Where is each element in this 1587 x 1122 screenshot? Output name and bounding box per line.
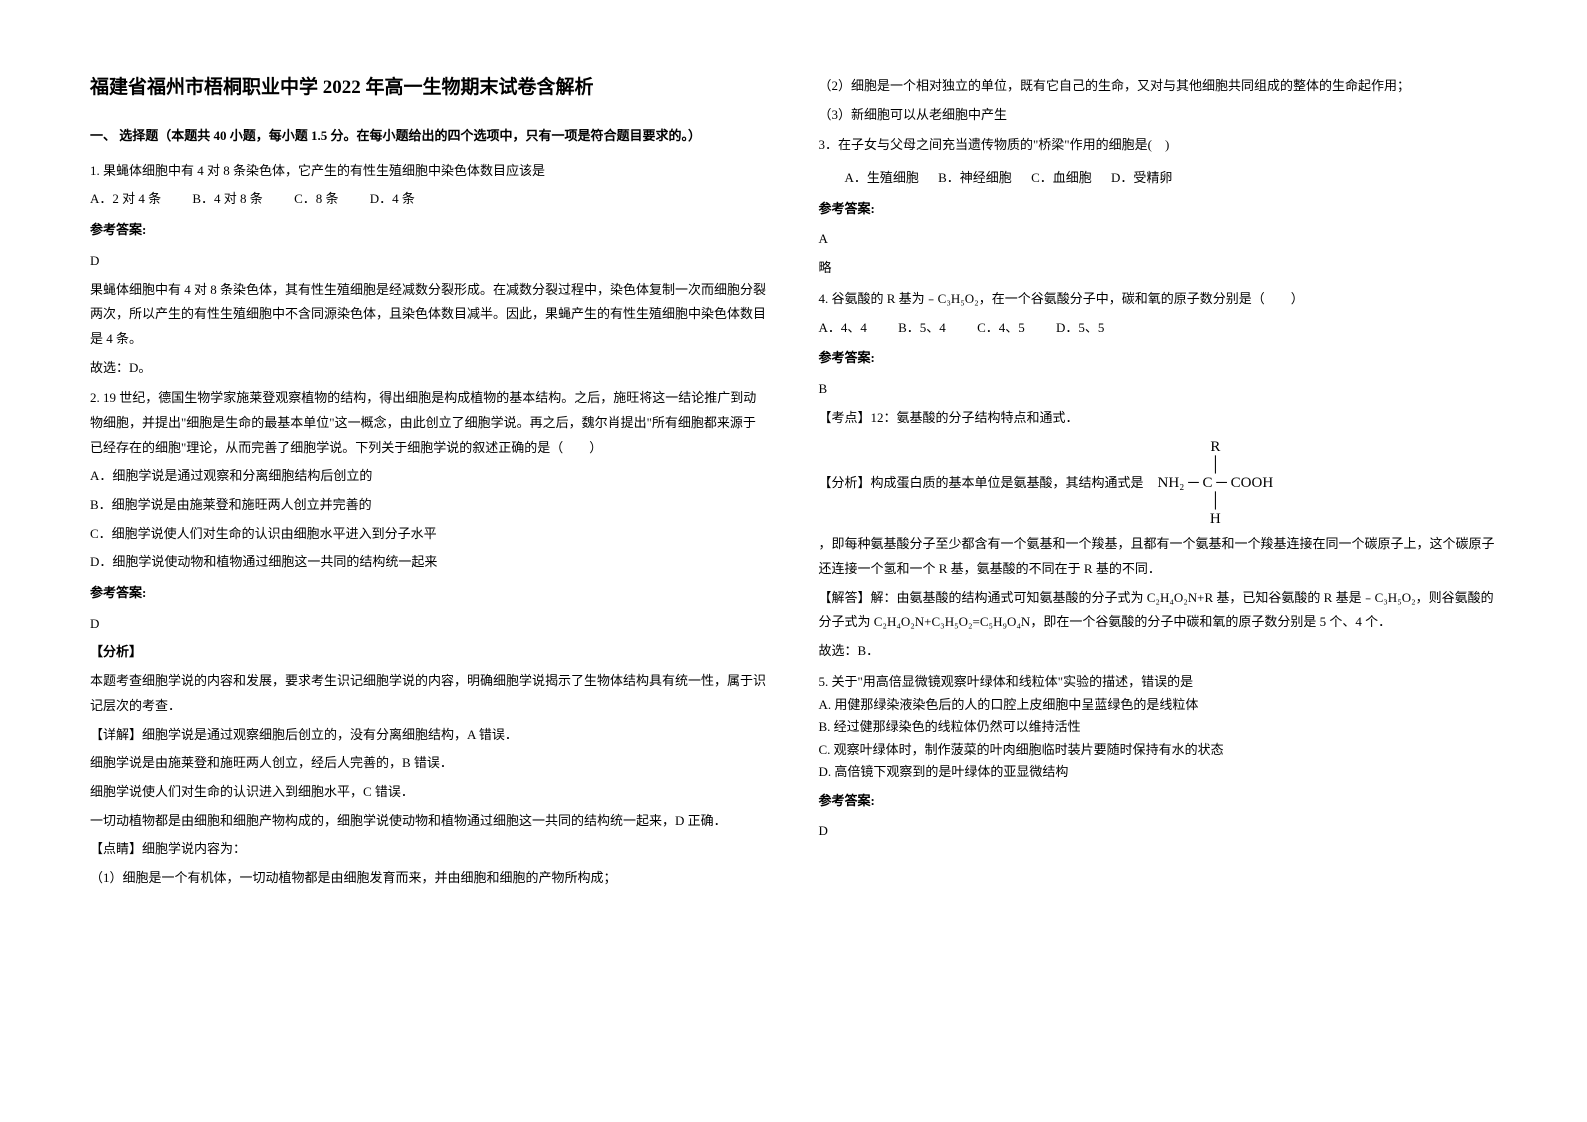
q1-explain1: 果蝇体细胞中有 4 对 8 条染色体，其有性生殖细胞是经减数分裂形成。在减数分裂…: [90, 278, 769, 352]
q4-optD: D．5、5: [1056, 316, 1104, 341]
q2-xj4: 一切动植物都是由细胞和细胞产物构成的，细胞学说使动物和植物通过细胞这一共同的结构…: [90, 809, 769, 834]
q1-optC: C．8 条: [294, 187, 338, 212]
q4-options: A．4、4 B．5、4 C．4、5 D．5、5: [819, 316, 1498, 341]
section1-score: 1.5: [311, 128, 327, 143]
q4-fx: 【分析】构成蛋白质的基本单位是氨基酸，其结构通式是 R │ NH₂ ─ C ─ …: [819, 434, 1498, 581]
q5-options: A. 用健那绿染液染色后的人的口腔上皮细胞中呈蓝绿色的是线粒体 B. 经过健那绿…: [819, 694, 1498, 782]
amino-acid-formula: R │ NH₂ ─ C ─ COOH │ H: [1158, 438, 1274, 528]
section1-mid: 小题，每小题: [227, 128, 312, 143]
q4-optA: A．4、4: [819, 316, 867, 341]
q1-answer: D: [90, 249, 769, 274]
formula-r4: │: [1158, 492, 1274, 510]
q5-optA: A. 用健那绿染液染色后的人的口腔上皮细胞中呈蓝绿色的是线粒体: [819, 694, 1498, 716]
formula-r3: NH₂ ─ C ─ COOH: [1158, 474, 1274, 492]
q1-options: A．2 对 4 条 B．4 对 8 条 C．8 条 D．4 条: [90, 187, 769, 212]
q4-text: 4. 谷氨酸的 R 基为﹣C₃H₅O₂，在一个谷氨酸分子中，碳和氧的原子数分别是…: [819, 287, 1498, 312]
q3-optB: B．神经细胞: [938, 166, 1012, 191]
q4-jd: 【解答】解：由氨基酸的结构通式可知氨基酸的分子式为 C₂H₄O₂N+R 基，已知…: [819, 586, 1498, 635]
q2-xj1: 【详解】细胞学说是通过观察细胞后创立的，没有分离细胞结构，A 错误．: [90, 723, 769, 748]
q3-optA: A．生殖细胞: [845, 166, 919, 191]
q2-dj-label: 【点睛】细胞学说内容为：: [90, 837, 769, 862]
q1-optA: A．2 对 4 条: [90, 187, 161, 212]
left-column: 福建省福州市梧桐职业中学 2022 年高一生物期末试卷含解析 一、 选择题（本题…: [90, 70, 769, 1052]
q4-optC: C．4、5: [977, 316, 1025, 341]
formula-r1: R: [1158, 438, 1274, 456]
q3-optC: C．血细胞: [1031, 166, 1092, 191]
q2-optB: B．细胞学说是由施莱登和施旺两人创立并完善的: [90, 493, 769, 518]
q5-answer-label: 参考答案:: [819, 789, 1498, 814]
q2-xj2: 细胞学说是由施莱登和施旺两人创立，经后人完善的，B 错误．: [90, 751, 769, 776]
right-column: （2）细胞是一个相对独立的单位，既有它自己的生命，又对与其他细胞共同组成的整体的…: [819, 70, 1498, 1052]
q2-text: 2. 19 世纪，德国生物学家施莱登观察植物的结构，得出细胞是构成植物的基本结构…: [90, 386, 769, 460]
q5-optC: C. 观察叶绿体时，制作菠菜的叶肉细胞临时装片要随时保持有水的状态: [819, 739, 1498, 761]
q4-optB: B．5、4: [898, 316, 946, 341]
q2-xj3: 细胞学说使人们对生命的认识进入到细胞水平，C 错误．: [90, 780, 769, 805]
q1-optD: D．4 条: [370, 187, 415, 212]
q1-answer-label: 参考答案:: [90, 218, 769, 243]
q2-dj2: （2）细胞是一个相对独立的单位，既有它自己的生命，又对与其他细胞共同组成的整体的…: [819, 74, 1498, 99]
q3-brief: 略: [819, 256, 1498, 281]
q3-options: A．生殖细胞 B．神经细胞 C．血细胞 D．受精卵: [819, 166, 1498, 191]
q5-optB: B. 经过健那绿染色的线粒体仍然可以维持活性: [819, 716, 1498, 738]
q2-dj3: （3）新细胞可以从老细胞中产生: [819, 103, 1498, 128]
q2-optA: A．细胞学说是通过观察和分离细胞结构后创立的: [90, 464, 769, 489]
q4-jd2: 故选：B．: [819, 639, 1498, 664]
q2-optC: C．细胞学说使人们对生命的认识由细胞水平进入到分子水平: [90, 522, 769, 547]
q1-optB: B．4 对 8 条: [192, 187, 262, 212]
section1-count: 40: [214, 128, 227, 143]
section1-post: 分。在每小题给出的四个选项中，只有一项是符合题目要求的。）: [327, 128, 701, 143]
q1-explain2: 故选：D。: [90, 356, 769, 381]
q2-dj1: （1）细胞是一个有机体，一切动植物都是由细胞发育而来，并由细胞和细胞的产物所构成…: [90, 866, 769, 891]
q4-answer-label: 参考答案:: [819, 346, 1498, 371]
q4-kd: 【考点】12：氨基酸的分子结构特点和通式．: [819, 406, 1498, 431]
q5-optD: D. 高倍镜下观察到的是叶绿体的亚显微结构: [819, 761, 1498, 783]
q2-fx1: 本题考查细胞学说的内容和发展，要求考生识记细胞学说的内容，明确细胞学说揭示了生物…: [90, 669, 769, 718]
q5-answer: D: [819, 819, 1498, 844]
q3-text: 3．在子女与父母之间充当遗传物质的"桥梁"作用的细胞是( ): [819, 133, 1498, 158]
formula-r2: │: [1158, 456, 1274, 474]
q1-text: 1. 果蝇体细胞中有 4 对 8 条染色体，它产生的有性生殖细胞中染色体数目应该…: [90, 159, 769, 184]
q2-optD: D．细胞学说使动物和植物通过细胞这一共同的结构统一起来: [90, 550, 769, 575]
exam-title: 福建省福州市梧桐职业中学 2022 年高一生物期末试卷含解析: [90, 70, 769, 106]
section1-pre: 一、 选择题（本题共: [90, 128, 214, 143]
q2-answer-label: 参考答案:: [90, 581, 769, 606]
q5-text: 5. 关于"用高倍显微镜观察叶绿体和线粒体"实验的描述，错误的是: [819, 670, 1498, 695]
q2-answer: D: [90, 612, 769, 637]
q4-answer: B: [819, 377, 1498, 402]
formula-r5: H: [1158, 510, 1274, 528]
q3-answer-label: 参考答案:: [819, 197, 1498, 222]
section1-header: 一、 选择题（本题共 40 小题，每小题 1.5 分。在每小题给出的四个选项中，…: [90, 124, 769, 149]
q2-fx-label: 【分析】: [90, 640, 769, 665]
q4-fx-pre: 【分析】构成蛋白质的基本单位是氨基酸，其结构通式是: [819, 471, 1144, 496]
q4-fx-post: ，即每种氨基酸分子至少都含有一个氨基和一个羧基，且都有一个氨基和一个羧基连接在同…: [819, 532, 1498, 581]
q3-optD: D．受精卵: [1111, 166, 1172, 191]
q3-answer: A: [819, 227, 1498, 252]
